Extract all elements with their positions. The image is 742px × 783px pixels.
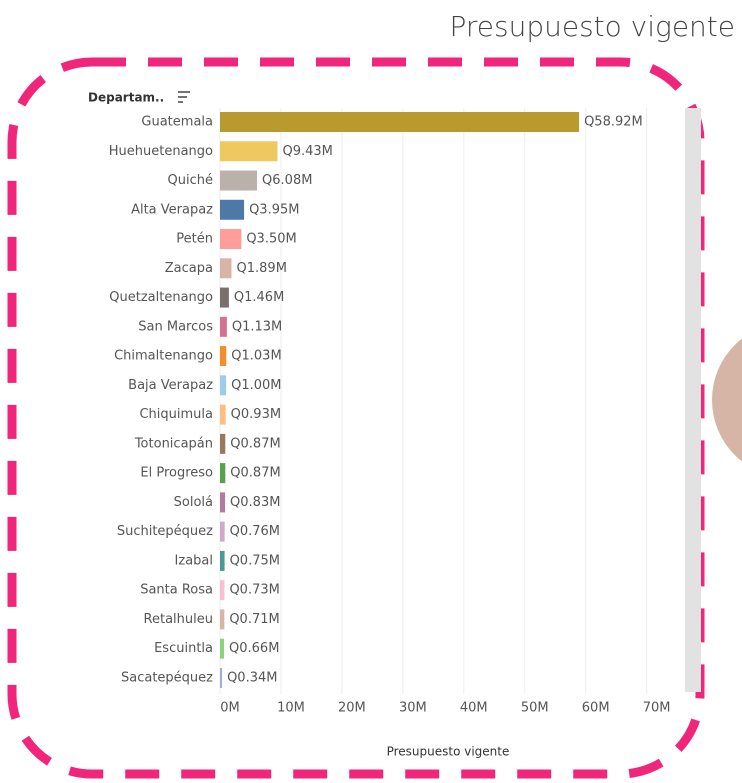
bar [220, 199, 245, 220]
value-label: Q9.43M [282, 144, 332, 159]
category-label: Escuintla [154, 641, 213, 656]
category-label: Suchitepéquez [117, 524, 213, 539]
category-header: Departam.. [88, 91, 164, 105]
scrollbar [685, 108, 701, 692]
sort-icon [178, 91, 190, 103]
bar [220, 580, 225, 601]
category-label: Sololá [174, 495, 213, 510]
value-label: Q0.34M [227, 670, 277, 685]
value-label: Q0.73M [229, 583, 279, 598]
x-tick-label: 20M [338, 700, 366, 715]
value-label: Q0.93M [231, 407, 281, 422]
category-label: San Marcos [138, 319, 213, 334]
x-tick-label: 0M [220, 700, 240, 715]
bar [220, 492, 226, 513]
x-tick-label: 10M [277, 700, 305, 715]
category-label: Chimaltenango [114, 349, 213, 364]
dashed-frame [7, 57, 705, 779]
bar [220, 404, 226, 425]
bar [220, 521, 225, 542]
value-label: Q1.00M [231, 378, 281, 393]
x-tick-label: 60M [582, 700, 610, 715]
value-label: Q6.08M [262, 173, 312, 188]
category-label: Quetzaltenango [109, 290, 213, 305]
bar [220, 112, 580, 132]
value-label: Q0.87M [230, 466, 280, 481]
category-label: Chiquimula [139, 407, 213, 422]
bar [220, 463, 226, 484]
bar [220, 667, 223, 688]
bar [220, 638, 225, 659]
category-label: Totonicapán [134, 436, 213, 451]
category-label: Alta Verapaz [131, 202, 213, 217]
bar [220, 433, 226, 454]
value-label: Q0.76M [230, 524, 280, 539]
category-label: El Progreso [140, 466, 213, 481]
bar [220, 287, 229, 308]
category-label: Retalhuleu [144, 612, 213, 627]
value-label: Q1.13M [232, 319, 282, 334]
value-label: Q0.75M [230, 553, 280, 568]
bar [220, 346, 227, 367]
x-tick-label: 50M [521, 700, 549, 715]
decor-shape [712, 338, 742, 462]
value-label: Q1.03M [231, 349, 281, 364]
category-label: Sacatepéquez [121, 670, 213, 685]
category-label: Guatemala [141, 115, 213, 130]
bar [220, 170, 258, 191]
value-label: Q1.89M [237, 261, 287, 276]
value-label: Q1.46M [234, 290, 284, 305]
x-axis-label: Presupuesto vigente [387, 745, 510, 759]
page-title: Presupuesto vigente [449, 10, 735, 43]
bar [220, 609, 225, 630]
category-label: Santa Rosa [140, 583, 213, 598]
value-label: Q0.71M [229, 612, 279, 627]
value-label: Q58.92M [584, 115, 643, 130]
category-label: Zacapa [165, 261, 213, 276]
value-label: Q3.95M [249, 202, 299, 217]
bar [220, 375, 227, 396]
category-label: Baja Verapaz [128, 378, 213, 393]
category-label: Izabal [175, 553, 213, 568]
x-tick-label: 30M [399, 700, 427, 715]
bar [220, 141, 278, 162]
category-label: Quiché [168, 173, 213, 188]
value-label: Q0.66M [229, 641, 279, 656]
category-label: Petén [176, 232, 213, 247]
value-label: Q0.87M [230, 436, 280, 451]
category-label: Huehuetenango [109, 144, 213, 159]
value-label: Q0.83M [230, 495, 280, 510]
bar [220, 316, 227, 337]
x-tick-label: 70M [643, 700, 671, 715]
bar [220, 258, 232, 279]
x-tick-label: 40M [460, 700, 488, 715]
bar [220, 229, 242, 250]
bar [220, 550, 225, 571]
value-label: Q3.50M [246, 232, 296, 247]
